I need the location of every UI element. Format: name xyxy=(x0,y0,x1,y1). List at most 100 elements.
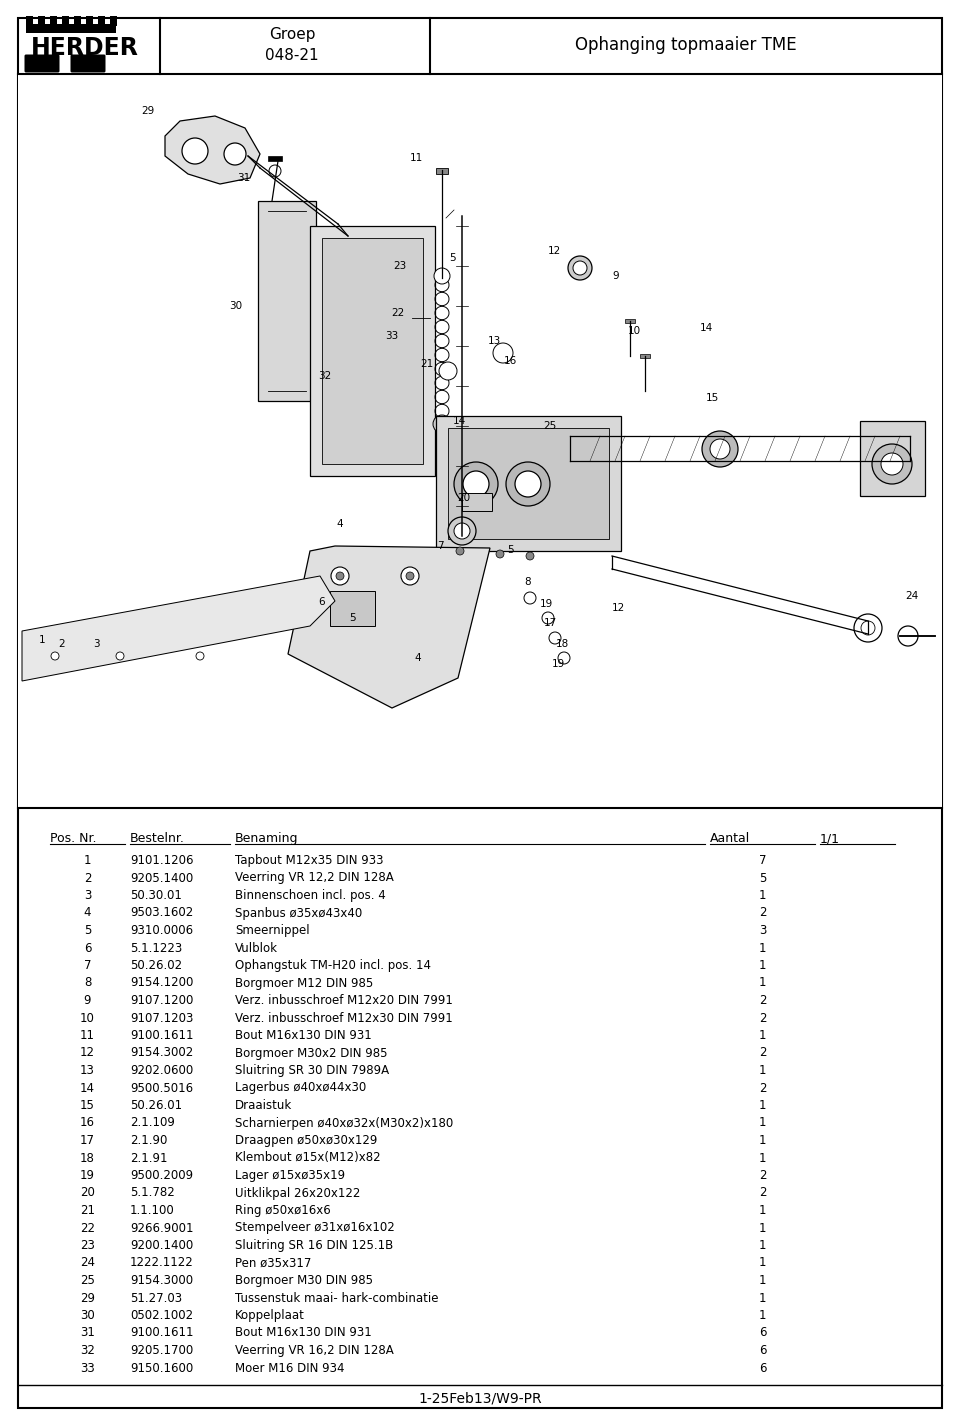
Text: 5.1.782: 5.1.782 xyxy=(130,1186,175,1199)
Text: 2.1.90: 2.1.90 xyxy=(130,1134,167,1147)
Text: 2: 2 xyxy=(758,1169,766,1182)
Text: 20: 20 xyxy=(80,1186,95,1199)
Text: 0502.1002: 0502.1002 xyxy=(130,1309,193,1322)
Circle shape xyxy=(861,620,875,635)
Text: 1: 1 xyxy=(758,977,766,990)
Text: 2: 2 xyxy=(84,871,91,884)
Text: 5: 5 xyxy=(84,924,91,937)
Text: 4: 4 xyxy=(84,907,91,920)
Text: 9202.0600: 9202.0600 xyxy=(130,1064,193,1077)
Text: 4: 4 xyxy=(415,653,421,663)
Text: Sluitring SR 16 DIN 125.1B: Sluitring SR 16 DIN 125.1B xyxy=(235,1239,394,1252)
Circle shape xyxy=(336,572,344,580)
Bar xyxy=(26,16,33,26)
Bar xyxy=(98,16,105,26)
Polygon shape xyxy=(288,546,490,707)
Text: 1: 1 xyxy=(758,960,766,973)
Circle shape xyxy=(406,572,414,580)
Bar xyxy=(625,319,635,324)
Text: 1: 1 xyxy=(758,1222,766,1235)
Text: 17: 17 xyxy=(543,617,557,627)
Text: Stempelveer ø31xø16x102: Stempelveer ø31xø16x102 xyxy=(235,1222,395,1235)
Text: 50.30.01: 50.30.01 xyxy=(130,888,181,903)
Text: Borgmoer M30x2 DIN 985: Borgmoer M30x2 DIN 985 xyxy=(235,1047,388,1060)
Circle shape xyxy=(456,548,464,555)
Bar xyxy=(310,225,435,476)
Text: Aantal: Aantal xyxy=(710,831,751,846)
Text: 6: 6 xyxy=(758,1362,766,1375)
Text: 29: 29 xyxy=(141,106,155,116)
Circle shape xyxy=(542,612,554,625)
Circle shape xyxy=(196,652,204,660)
Text: 1: 1 xyxy=(758,888,766,903)
Text: 10: 10 xyxy=(80,1011,95,1024)
Text: 1: 1 xyxy=(758,1239,766,1252)
Text: 50.26.02: 50.26.02 xyxy=(130,960,182,973)
Text: Bout M16x130 DIN 931: Bout M16x130 DIN 931 xyxy=(235,1326,372,1339)
Text: 12: 12 xyxy=(547,247,561,257)
Text: 9154.1200: 9154.1200 xyxy=(130,977,193,990)
Text: 13: 13 xyxy=(488,337,500,347)
Text: 19: 19 xyxy=(551,659,564,669)
Circle shape xyxy=(573,261,587,275)
Text: Spanbus ø35xø43x40: Spanbus ø35xø43x40 xyxy=(235,907,362,920)
Circle shape xyxy=(434,268,450,284)
Circle shape xyxy=(51,652,59,660)
Bar xyxy=(26,24,116,33)
Text: 3: 3 xyxy=(758,924,766,937)
Text: 7: 7 xyxy=(437,540,444,550)
Text: 19: 19 xyxy=(80,1169,95,1182)
FancyBboxPatch shape xyxy=(25,54,60,73)
Bar xyxy=(86,16,93,26)
Text: 9154.3000: 9154.3000 xyxy=(130,1273,193,1288)
Text: 9503.1602: 9503.1602 xyxy=(130,907,193,920)
Circle shape xyxy=(182,138,208,164)
Circle shape xyxy=(401,568,419,585)
Circle shape xyxy=(526,552,534,560)
Text: 2: 2 xyxy=(59,639,65,649)
Text: Verz. inbusschroef M12x30 DIN 7991: Verz. inbusschroef M12x30 DIN 7991 xyxy=(235,1011,453,1024)
Text: 3: 3 xyxy=(93,639,99,649)
Text: 14: 14 xyxy=(700,324,712,334)
Bar xyxy=(38,16,45,26)
Text: 21: 21 xyxy=(80,1204,95,1216)
Text: 9107.1203: 9107.1203 xyxy=(130,1011,193,1024)
Text: 9205.1700: 9205.1700 xyxy=(130,1343,193,1358)
Circle shape xyxy=(463,471,489,498)
Text: 22: 22 xyxy=(392,308,404,318)
Text: 2: 2 xyxy=(758,1081,766,1095)
Text: 20: 20 xyxy=(457,493,470,503)
Text: Tapbout M12x35 DIN 933: Tapbout M12x35 DIN 933 xyxy=(235,854,383,867)
Text: 5: 5 xyxy=(449,252,456,262)
Text: 19: 19 xyxy=(540,599,553,609)
Text: Klembout ø15x(M12)x82: Klembout ø15x(M12)x82 xyxy=(235,1152,380,1165)
Circle shape xyxy=(898,626,918,646)
Text: 31: 31 xyxy=(80,1326,95,1339)
Bar xyxy=(322,238,423,463)
Text: Draaistuk: Draaistuk xyxy=(235,1099,292,1112)
Text: 33: 33 xyxy=(385,331,398,341)
Text: 51.27.03: 51.27.03 xyxy=(130,1292,182,1305)
Text: 1: 1 xyxy=(758,1117,766,1129)
Text: 2: 2 xyxy=(758,907,766,920)
Bar xyxy=(50,16,57,26)
Text: Ophanging topmaaier TME: Ophanging topmaaier TME xyxy=(575,36,797,54)
Text: 6: 6 xyxy=(758,1326,766,1339)
Text: 9100.1611: 9100.1611 xyxy=(130,1326,194,1339)
Text: 25: 25 xyxy=(80,1273,95,1288)
Circle shape xyxy=(702,431,738,466)
Circle shape xyxy=(506,462,550,506)
Text: 7: 7 xyxy=(758,854,766,867)
Text: 1: 1 xyxy=(758,1134,766,1147)
Text: 11: 11 xyxy=(409,153,422,163)
Text: 1222.1122: 1222.1122 xyxy=(130,1256,194,1269)
Text: Pen ø35x317: Pen ø35x317 xyxy=(235,1256,311,1269)
Text: 1: 1 xyxy=(758,1030,766,1042)
Text: 11: 11 xyxy=(80,1030,95,1042)
Text: 31: 31 xyxy=(237,173,251,183)
Text: 6: 6 xyxy=(758,1343,766,1358)
Text: Scharnierpen ø40xø32x(M30x2)x180: Scharnierpen ø40xø32x(M30x2)x180 xyxy=(235,1117,453,1129)
Text: Veerring VR 16,2 DIN 128A: Veerring VR 16,2 DIN 128A xyxy=(235,1343,394,1358)
Text: 33: 33 xyxy=(80,1362,95,1375)
Circle shape xyxy=(881,453,903,475)
